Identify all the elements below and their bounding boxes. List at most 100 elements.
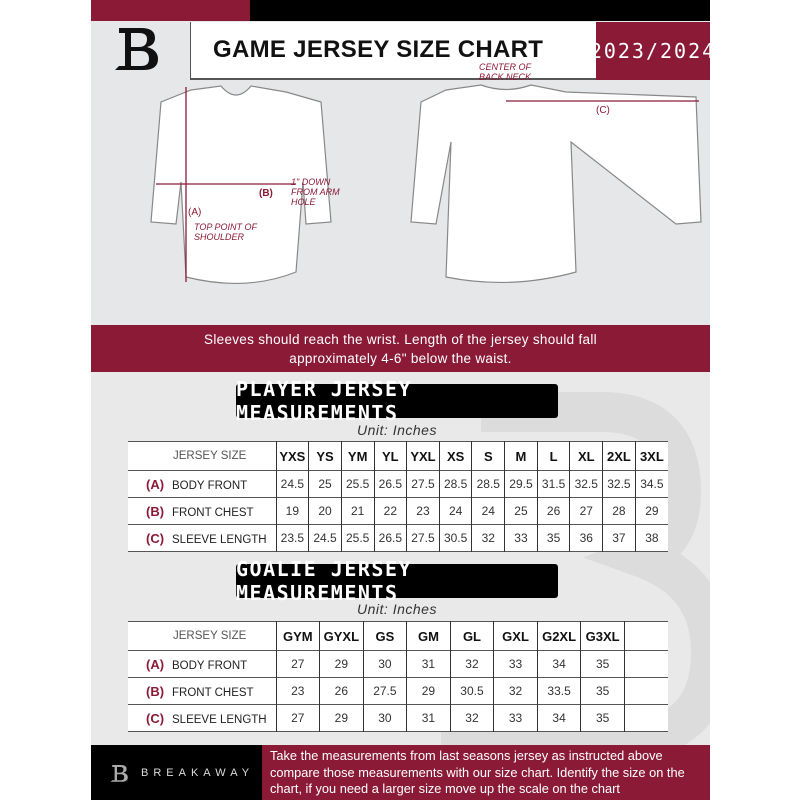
breakaway-logo-small-icon xyxy=(110,764,128,782)
table-cell: 27 xyxy=(275,650,320,678)
measurement-name: SLEEVE LENGTH xyxy=(172,533,267,546)
size-header: YXL xyxy=(406,441,440,471)
table-cell: 25.5 xyxy=(340,470,374,498)
label-b: (B) xyxy=(259,188,273,199)
table-cell: 26 xyxy=(319,677,364,705)
size-header: GM xyxy=(406,621,451,651)
fit-guidance-line-1: Sleeves should reach the wrist. Length o… xyxy=(204,332,597,347)
table-cell: 33 xyxy=(493,704,538,732)
table-cell: 38 xyxy=(634,524,668,552)
table-row: (C) SLEEVE LENGTH 27 29 30 31 32 33 34 35 xyxy=(128,704,668,732)
table-cell: 26.5 xyxy=(373,524,407,552)
table-cell: 33 xyxy=(504,524,538,552)
size-header: G3XL xyxy=(580,621,625,651)
table-cell: 27.5 xyxy=(406,524,440,552)
table-cell: 24.5 xyxy=(275,470,309,498)
player-size-table: JERSEY SIZE YXS YS YM YL YXL XS S M L XL 2XL 3XL (A) B… xyxy=(128,441,668,552)
size-header: 3XL xyxy=(634,441,668,471)
table-cell: 21 xyxy=(340,497,374,525)
size-header: XS xyxy=(438,441,472,471)
table-cell: 34 xyxy=(536,650,581,678)
measurement-name: FRONT CHEST xyxy=(172,506,254,519)
size-header: YS xyxy=(308,441,342,471)
table-cell: 37 xyxy=(602,524,636,552)
size-header: YM xyxy=(340,441,374,471)
fit-guidance-line-2: approximately 4-6" below the waist. xyxy=(289,351,512,366)
table-cell xyxy=(623,677,668,705)
table-cell: 27 xyxy=(275,704,320,732)
table-cell: 35 xyxy=(536,524,570,552)
measurement-letter: (C) xyxy=(146,530,165,546)
table-row: (A) BODY FRONT 24.5 25 25.5 26.5 27.5 28.5 28.5 2… xyxy=(128,470,668,498)
measurement-name: FRONT CHEST xyxy=(172,686,254,699)
table-cell: 32.5 xyxy=(569,470,603,498)
brand-name: BREAKAWAY xyxy=(141,766,255,779)
footer-brand: BREAKAWAY xyxy=(91,745,262,800)
size-header: 2XL xyxy=(602,441,636,471)
goalie-section-title: GOALIE JERSEY MEASUREMENTS xyxy=(236,557,558,605)
table-cell: 31 xyxy=(406,704,451,732)
table-cell: 25 xyxy=(504,497,538,525)
jersey-back-outline xyxy=(410,84,702,284)
table-cell: 28 xyxy=(602,497,636,525)
size-chart-page: GAME JERSEY SIZE CHART 2023/2024 (B) (A)… xyxy=(91,0,710,800)
table-cell: 32.5 xyxy=(602,470,636,498)
table-cell xyxy=(623,650,668,678)
table-cell: 27.5 xyxy=(362,677,407,705)
table-row: (B) FRONT CHEST 23 26 27.5 29 30.5 32 33.5 35 xyxy=(128,677,668,705)
table-cell: 25 xyxy=(308,470,342,498)
measurement-label: (B) FRONT CHEST xyxy=(128,678,276,705)
size-header: L xyxy=(536,441,570,471)
table-cell: 28.5 xyxy=(471,470,505,498)
table-cell: 29 xyxy=(406,677,451,705)
size-header: GXL xyxy=(493,621,538,651)
size-header: GS xyxy=(362,621,407,651)
label-a-note: TOP POINT OF SHOULDER xyxy=(194,222,257,242)
watermark-logo-icon xyxy=(441,392,710,752)
fit-guidance-band: Sleeves should reach the wrist. Length o… xyxy=(91,325,710,372)
table-cell: 29.5 xyxy=(504,470,538,498)
table-cell xyxy=(623,704,668,732)
measurement-letter: (A) xyxy=(146,656,165,672)
table-cell: 32 xyxy=(449,650,494,678)
size-header: GYXL xyxy=(319,621,364,651)
table-cell: 29 xyxy=(634,497,668,525)
table-row: (A) BODY FRONT 27 29 30 31 32 33 34 35 xyxy=(128,650,668,678)
page-title: GAME JERSEY SIZE CHART xyxy=(190,22,596,80)
table-cell: 30 xyxy=(362,650,407,678)
table-cell: 28.5 xyxy=(438,470,472,498)
size-header: M xyxy=(504,441,538,471)
table-cell: 33.5 xyxy=(536,677,581,705)
table-cell: 24 xyxy=(471,497,505,525)
table-cell: 26.5 xyxy=(373,470,407,498)
measurement-label: (B) FRONT CHEST xyxy=(128,498,276,525)
table-cell: 35 xyxy=(580,650,625,678)
label-c: (C) xyxy=(596,105,610,116)
measurement-letter: (B) xyxy=(146,683,165,699)
top-bar xyxy=(250,0,710,21)
size-header: G2XL xyxy=(536,621,581,651)
player-unit-label: Unit: Inches xyxy=(357,422,437,438)
label-a: (A) xyxy=(188,207,201,218)
measurements-section: PLAYER JERSEY MEASUREMENTS Unit: Inches … xyxy=(91,372,710,752)
table-cell: 32 xyxy=(493,677,538,705)
table-cell: 32 xyxy=(471,524,505,552)
table-cell: 34.5 xyxy=(634,470,668,498)
table-cell: 29 xyxy=(319,650,364,678)
table-cell: 34 xyxy=(536,704,581,732)
measurement-letter: (C) xyxy=(146,710,165,726)
table-row: (C) SLEEVE LENGTH 23.5 24.5 25.5 26.5 27.5 30.5… xyxy=(128,524,668,552)
table-cell: 24 xyxy=(438,497,472,525)
measurement-label: (C) SLEEVE LENGTH xyxy=(128,525,276,552)
measurement-label: (A) BODY FRONT xyxy=(128,471,276,498)
jersey-size-header: JERSEY SIZE xyxy=(173,630,247,642)
table-cell: 30.5 xyxy=(438,524,472,552)
player-section-title: PLAYER JERSEY MEASUREMENTS xyxy=(236,377,558,425)
measurement-name: BODY FRONT xyxy=(172,659,248,672)
table-cell: 23 xyxy=(275,677,320,705)
measurement-name: SLEEVE LENGTH xyxy=(172,713,267,726)
measurement-letter: (B) xyxy=(146,503,165,519)
table-cell: 31.5 xyxy=(536,470,570,498)
label-c-note: CENTER OF BACK NECK xyxy=(479,62,532,82)
size-header: GL xyxy=(449,621,494,651)
